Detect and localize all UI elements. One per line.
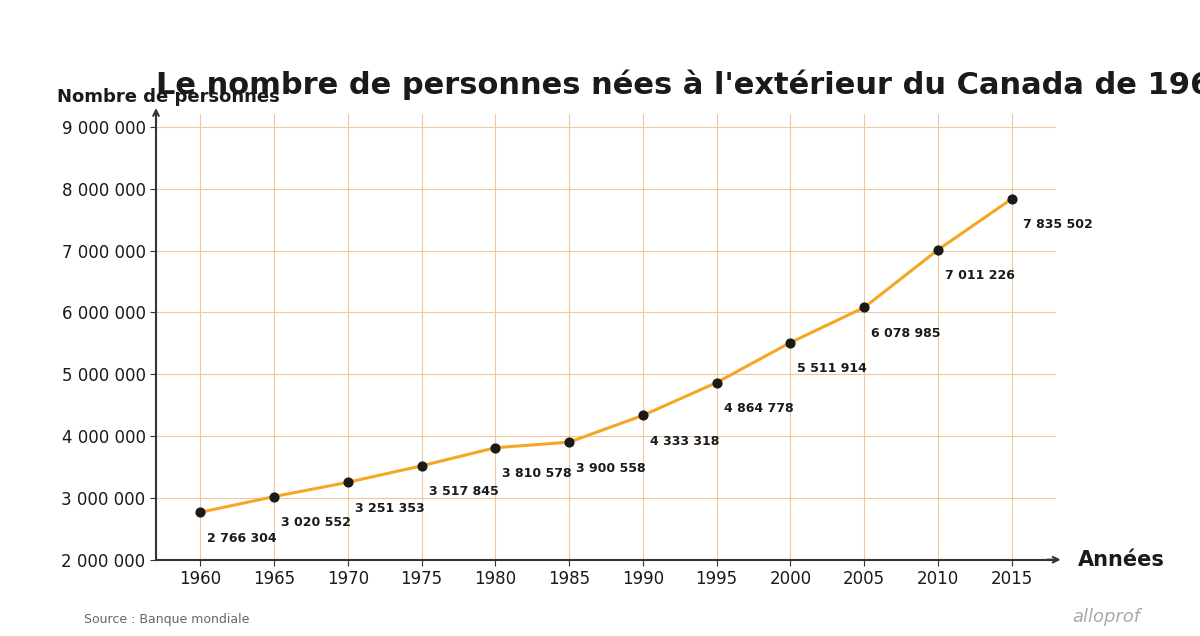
Text: Source : Banque mondiale: Source : Banque mondiale (84, 614, 250, 626)
Point (634, 410, 653, 420)
Point (191, 507, 210, 517)
Point (781, 338, 800, 348)
Point (1002, 194, 1021, 204)
Text: 3 020 552: 3 020 552 (281, 516, 350, 529)
Text: Le nombre de personnes nées à l'extérieur du Canada de 1960 à 2015: Le nombre de personnes nées à l'extérieu… (156, 69, 1200, 100)
Point (707, 377, 726, 387)
Text: 4 864 778: 4 864 778 (724, 402, 793, 415)
Text: 3 900 558: 3 900 558 (576, 462, 646, 474)
Text: alloprof: alloprof (1072, 609, 1140, 626)
Point (412, 460, 431, 471)
Text: 3 810 578: 3 810 578 (503, 467, 572, 480)
Text: 3 251 353: 3 251 353 (355, 502, 425, 515)
Y-axis label: Nombre de personnes: Nombre de personnes (58, 88, 280, 106)
Text: 2 766 304: 2 766 304 (208, 532, 277, 545)
Text: 4 333 318: 4 333 318 (650, 435, 719, 448)
Text: 6 078 985: 6 078 985 (871, 327, 941, 340)
Text: 7 835 502: 7 835 502 (1022, 218, 1092, 232)
Point (264, 492, 283, 502)
Text: 3 517 845: 3 517 845 (428, 485, 498, 498)
Point (486, 443, 505, 453)
Text: 7 011 226: 7 011 226 (944, 269, 1015, 282)
Point (929, 245, 948, 255)
Point (854, 302, 874, 312)
Point (338, 477, 358, 487)
Point (559, 437, 578, 447)
Text: 5 511 914: 5 511 914 (797, 362, 868, 375)
Text: Années: Années (1078, 550, 1165, 570)
